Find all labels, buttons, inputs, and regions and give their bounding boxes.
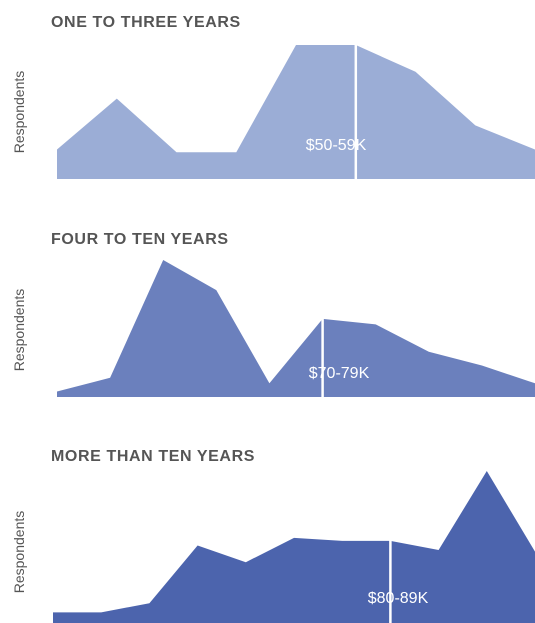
- panel-title: FOUR TO TEN YEARS: [51, 231, 229, 248]
- area-plot: [57, 45, 535, 179]
- median-label: $70-79K: [309, 365, 370, 382]
- area-series: [57, 45, 535, 179]
- y-axis-label: Respondents: [11, 71, 27, 154]
- area-series: [57, 260, 535, 397]
- median-label: $80-89K: [368, 590, 429, 607]
- panel-title: ONE TO THREE YEARS: [51, 14, 241, 31]
- median-label: $50-59K: [306, 137, 367, 154]
- panel-more-than-ten-years: MORE THAN TEN YEARS Respondents $80-89K: [11, 448, 535, 623]
- y-axis-label: Respondents: [11, 289, 27, 372]
- panel-title: MORE THAN TEN YEARS: [51, 448, 255, 465]
- area-plot: [53, 471, 535, 623]
- area-plot: [57, 260, 535, 397]
- panel-four-to-ten-years: FOUR TO TEN YEARS Respondents $70-79K: [11, 231, 535, 397]
- y-axis-label: Respondents: [11, 511, 27, 594]
- area-series: [53, 471, 535, 623]
- panel-one-to-three-years: ONE TO THREE YEARS Respondents $50-59K: [11, 14, 535, 179]
